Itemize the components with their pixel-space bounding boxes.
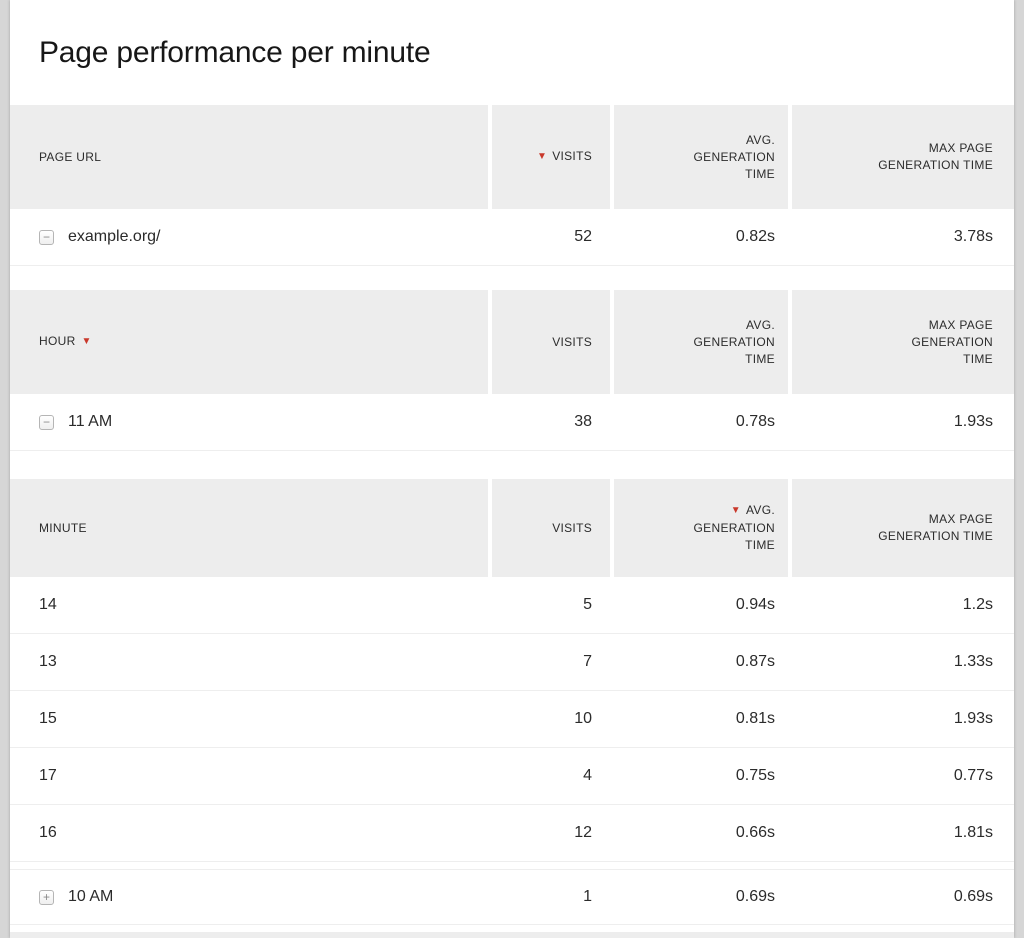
avg-generation-time-value: 0.94s <box>735 596 775 613</box>
row-label-cell[interactable]: 17 <box>10 767 488 785</box>
row-label-cell[interactable]: 14 <box>10 596 488 614</box>
avg-generation-time-value: 0.87s <box>735 653 775 670</box>
avg-generation-time-value: 0.69s <box>735 888 775 905</box>
collapse-icon[interactable]: − <box>39 229 54 245</box>
avg-generation-time-value: 0.75s <box>735 767 775 784</box>
hours-table-header: HOUR ▼ VISITS AVG. GENERATION TIME MAX PA… <box>10 290 1014 394</box>
avg-generation-time-value: 0.78s <box>735 413 775 430</box>
column-header-label: PAGE URL <box>39 149 102 164</box>
visits-value: 4 <box>583 767 592 784</box>
row-label: 10 AM <box>68 888 114 905</box>
row-label: 11 AM <box>68 413 113 430</box>
column-header-visits[interactable]: ▼ VISITS <box>492 105 610 209</box>
column-header-label: MINUTE <box>39 520 87 535</box>
row-label-cell[interactable]: − 11 AM <box>10 413 488 431</box>
table-row-minute-17: 17 4 0.75s 0.77s <box>10 748 1014 805</box>
max-page-generation-time-value: 1.81s <box>953 824 993 841</box>
report-card: Page performance per minute PAGE URL ▼ VI… <box>10 0 1014 938</box>
max-page-generation-time-value: 1.33s <box>953 653 993 670</box>
table-row-minute-13: 13 7 0.87s 1.33s <box>10 634 1014 691</box>
column-header-minute[interactable]: MINUTE <box>10 479 488 577</box>
table-row-minute-14: 14 5 0.94s 1.2s <box>10 577 1014 634</box>
visits-value: 7 <box>583 653 592 670</box>
row-label-cell[interactable]: + 10 AM <box>10 888 488 906</box>
column-header-hour[interactable]: HOUR ▼ <box>10 290 488 394</box>
row-label: 17 <box>39 767 57 784</box>
visits-value: 52 <box>574 228 592 245</box>
avg-generation-time-value: 0.66s <box>735 824 775 841</box>
column-header-label: HOUR <box>39 334 76 348</box>
visits-value: 1 <box>583 888 592 905</box>
max-page-generation-time-value: 3.78s <box>953 228 993 245</box>
column-header-visits[interactable]: VISITS <box>492 290 610 394</box>
column-header-max-page-generation-time[interactable]: MAX PAGE GENERATION TIME <box>792 479 1014 577</box>
sort-descending-icon: ▼ <box>730 505 741 516</box>
row-label-cell[interactable]: − example.org/ <box>10 228 488 246</box>
row-label: 15 <box>39 710 57 727</box>
column-header-label: VISITS <box>552 149 592 163</box>
table-row-minute-16: 16 12 0.66s 1.81s <box>10 805 1014 862</box>
column-header-visits[interactable]: VISITS <box>492 479 610 577</box>
avg-generation-time-value: 0.82s <box>735 228 775 245</box>
max-page-generation-time-value: 0.69s <box>953 888 993 905</box>
column-header-label: AVG. GENERATION TIME <box>693 503 775 552</box>
visits-value: 10 <box>574 710 592 727</box>
column-header-page-url[interactable]: PAGE URL <box>10 105 488 209</box>
row-label: 14 <box>39 596 57 613</box>
row-label: example.org/ <box>68 228 161 245</box>
column-header-max-page-generation-time[interactable]: MAX PAGE GENERATION TIME <box>792 105 1014 209</box>
expand-icon[interactable]: + <box>39 889 54 905</box>
collapse-icon[interactable]: − <box>39 414 54 430</box>
row-label-cell[interactable]: 13 <box>10 653 488 671</box>
column-header-avg-generation-time[interactable]: AVG. GENERATION TIME <box>614 290 788 394</box>
row-label-cell[interactable]: 15 <box>10 710 488 728</box>
table-row-11am: − 11 AM 38 0.78s 1.93s <box>10 394 1014 451</box>
column-header-avg-generation-time[interactable]: ▼ AVG. GENERATION TIME <box>614 479 788 577</box>
row-label: 16 <box>39 824 57 841</box>
table-row-example-org: − example.org/ 52 0.82s 3.78s <box>10 209 1014 266</box>
column-header-label: MAX PAGE GENERATION TIME <box>878 512 993 543</box>
visits-value: 38 <box>574 413 592 430</box>
column-header-label: VISITS <box>552 520 592 535</box>
max-page-generation-time-value: 0.77s <box>953 767 993 784</box>
column-header-label: VISITS <box>552 334 592 349</box>
max-page-generation-time-value: 1.93s <box>953 710 993 727</box>
column-header-label: AVG. GENERATION TIME <box>693 132 775 181</box>
row-label: 13 <box>39 653 57 670</box>
max-page-generation-time-value: 1.93s <box>953 413 993 430</box>
column-header-label: MAX PAGE GENERATION TIME <box>878 141 993 172</box>
table-row-minute-15: 15 10 0.81s 1.93s <box>10 691 1014 748</box>
column-header-label: MAX PAGE GENERATION TIME <box>911 317 993 366</box>
report-header: Page performance per minute <box>10 0 1014 105</box>
minutes-table-header: MINUTE VISITS ▼ AVG. GENERATION TIME MAX … <box>10 479 1014 577</box>
column-header-label: AVG. GENERATION TIME <box>693 317 775 366</box>
report-title: Page performance per minute <box>39 35 431 69</box>
pages-table-header: PAGE URL ▼ VISITS AVG. GENERATION TIME MA… <box>10 105 1014 209</box>
avg-generation-time-value: 0.81s <box>735 710 775 727</box>
visits-value: 5 <box>583 596 592 613</box>
visits-value: 12 <box>574 824 592 841</box>
sort-descending-icon: ▼ <box>81 336 92 347</box>
row-label-cell[interactable]: 16 <box>10 824 488 842</box>
max-page-generation-time-value: 1.2s <box>962 596 993 613</box>
table-row-10am: + 10 AM 1 0.69s 0.69s <box>10 869 1014 925</box>
next-table-header-edge <box>10 932 1014 938</box>
column-header-max-page-generation-time[interactable]: MAX PAGE GENERATION TIME <box>792 290 1014 394</box>
sort-descending-icon: ▼ <box>536 151 548 162</box>
column-header-avg-generation-time[interactable]: AVG. GENERATION TIME <box>614 105 788 209</box>
